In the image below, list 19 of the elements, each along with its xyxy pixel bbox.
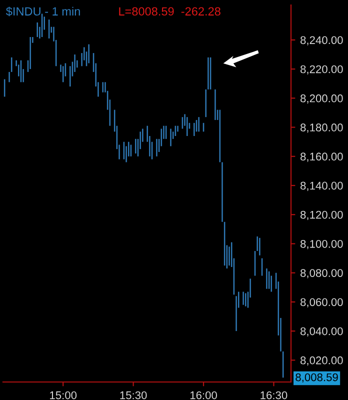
x-tick-label: 15:00 <box>50 391 77 400</box>
y-tick-label: 8,020.00 <box>300 356 343 366</box>
chart-subtitle: L=8008.59 -262.28 <box>119 7 220 16</box>
x-tick-label: 16:00 <box>190 391 217 400</box>
chart-title: $INDU - 1 min <box>6 6 80 16</box>
y-tick-label: 8,080.00 <box>300 269 343 278</box>
y-tick-label: 8,120.00 <box>300 210 343 220</box>
y-tick-label: 8,040.00 <box>300 327 343 336</box>
y-tick-label: 8,100.00 <box>300 240 343 250</box>
y-tick-label: 8,160.00 <box>300 152 343 162</box>
x-tick-label: 16:30 <box>260 391 288 400</box>
y-tick-label: 8,140.00 <box>300 182 343 191</box>
y-tick-label: 8,240.00 <box>300 36 343 46</box>
y-tick-label: 8,200.00 <box>300 94 343 104</box>
y-tick-label: 8,060.00 <box>300 298 343 308</box>
y-tick-label: 8,180.00 <box>300 124 343 133</box>
x-tick-label: 15:30 <box>120 391 147 400</box>
text: 8,008.59 <box>296 373 338 383</box>
y-tick-label: 8,220.00 <box>300 65 343 74</box>
